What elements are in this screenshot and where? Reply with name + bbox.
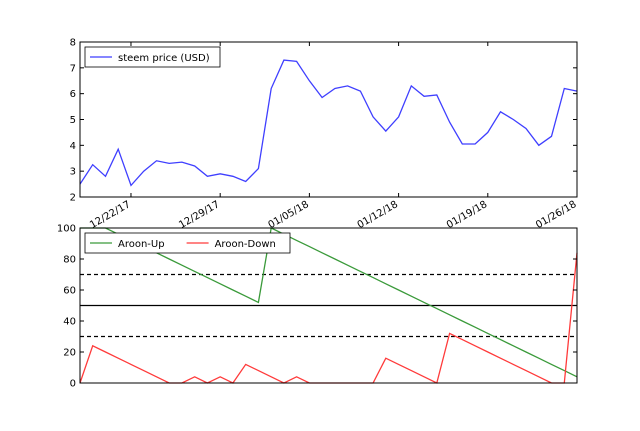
y-tick-label: 0 bbox=[70, 379, 76, 390]
data-line bbox=[79, 252, 578, 384]
legend-box bbox=[84, 46, 221, 68]
y-tick-label: 3 bbox=[70, 167, 76, 178]
x-tick-label: 01/12/18 bbox=[356, 199, 400, 231]
y-tick-label: 20 bbox=[63, 348, 76, 359]
legend-label: Aroon-Up bbox=[118, 239, 165, 250]
legend-label: steem price (USD) bbox=[118, 53, 210, 64]
y-tick-label: 60 bbox=[63, 286, 76, 297]
y-tick-label: 40 bbox=[63, 317, 76, 328]
y-tick-label: 100 bbox=[57, 224, 76, 235]
legend-label: Aroon-Down bbox=[215, 239, 276, 250]
data-line bbox=[79, 59, 578, 187]
y-tick-label: 8 bbox=[70, 38, 76, 49]
y-tick-label: 4 bbox=[70, 141, 76, 152]
x-tick-label: 12/22/17 bbox=[88, 199, 132, 231]
legend: steem price (USD) bbox=[84, 46, 221, 68]
y-tick-label: 6 bbox=[70, 89, 76, 100]
x-tick-label: 01/19/18 bbox=[445, 199, 489, 231]
plot-frame bbox=[79, 227, 578, 384]
y-tick-label: 5 bbox=[70, 115, 76, 126]
y-tick-label: 7 bbox=[70, 63, 76, 74]
x-tick-label: 01/26/18 bbox=[534, 199, 578, 231]
x-tick-label: 12/29/17 bbox=[177, 199, 221, 231]
x-tick-label: 01/05/18 bbox=[266, 199, 310, 231]
data-line bbox=[80, 227, 578, 378]
y-tick-label: 2 bbox=[70, 193, 76, 204]
legend: Aroon-Up Aroon-Down bbox=[84, 232, 291, 254]
y-tick-label: 80 bbox=[63, 255, 76, 266]
